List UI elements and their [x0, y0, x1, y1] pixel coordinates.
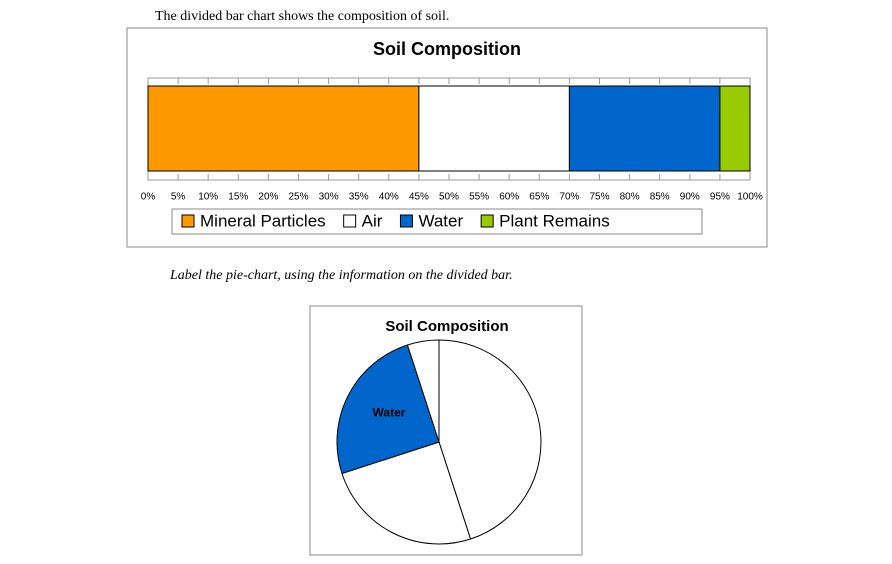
x-tick-label: 15% [228, 192, 248, 203]
legend-swatch [181, 214, 195, 228]
pie-slice [406, 339, 440, 443]
x-tick-label: 70% [559, 192, 579, 203]
legend-label: Air [362, 211, 383, 230]
chart-title: Soil Composition [385, 318, 508, 335]
legend-label: Mineral Particles [200, 211, 326, 230]
pie-slice [438, 339, 542, 540]
bar-segment [568, 85, 721, 172]
x-tick-label: 10% [198, 192, 218, 203]
x-tick-label: 0% [141, 192, 156, 203]
pie-slice [336, 344, 440, 475]
x-tick-label: 20% [258, 192, 278, 203]
x-tick-label: 30% [319, 192, 339, 203]
x-tick-label: 45% [409, 192, 429, 203]
bar-segment [147, 85, 420, 172]
x-tick-label: 95% [710, 192, 730, 203]
legend-swatch [480, 214, 494, 228]
x-tick-label: 100% [737, 192, 763, 203]
legend-label: Plant Remains [499, 211, 610, 230]
bar-segment [418, 85, 570, 172]
pie-slice [341, 441, 472, 545]
x-tick-label: 75% [589, 192, 609, 203]
x-tick-label: 80% [620, 192, 640, 203]
intro-text: The divided bar chart shows the composit… [155, 9, 449, 24]
x-tick-label: 35% [349, 192, 369, 203]
x-tick-label: 60% [499, 192, 519, 203]
x-tick-label: 25% [288, 192, 308, 203]
slice-label: Water [373, 406, 406, 420]
instruction-text: Label the pie-chart, using the informati… [169, 268, 513, 283]
legend-swatch [399, 214, 413, 228]
legend-label: Water [418, 211, 463, 230]
x-tick-label: 5% [171, 192, 186, 203]
x-tick-label: 90% [680, 192, 700, 203]
bar-segment [719, 85, 751, 172]
x-tick-label: 85% [650, 192, 670, 203]
x-tick-label: 65% [529, 192, 549, 203]
x-tick-label: 50% [439, 192, 459, 203]
x-tick-label: 40% [379, 192, 399, 203]
legend-box [171, 208, 703, 235]
legend-swatch [343, 214, 357, 228]
x-tick-label: 55% [469, 192, 489, 203]
chart-title: Soil Composition [373, 39, 521, 59]
